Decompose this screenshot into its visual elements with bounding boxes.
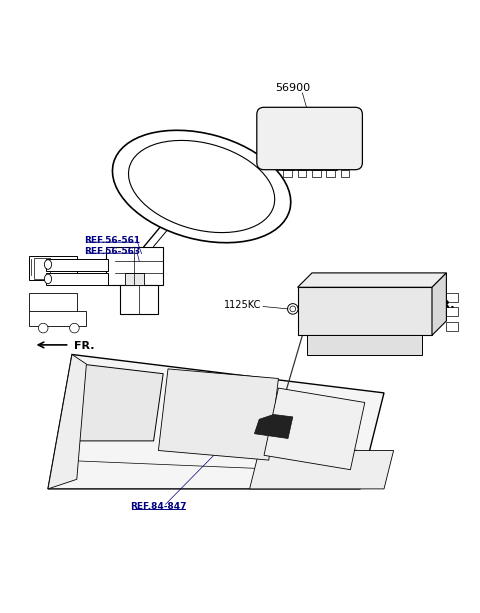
Bar (252, 422, 271, 434)
Ellipse shape (119, 390, 145, 415)
Bar (106, 246, 163, 285)
Polygon shape (432, 273, 446, 335)
Bar (29, 256, 77, 280)
Ellipse shape (340, 135, 346, 142)
Text: FR.: FR. (434, 300, 455, 310)
Ellipse shape (322, 341, 331, 348)
Bar (297, 161, 308, 170)
Ellipse shape (70, 323, 79, 333)
Ellipse shape (204, 435, 213, 443)
Ellipse shape (288, 303, 298, 314)
Polygon shape (298, 273, 446, 287)
Ellipse shape (399, 341, 408, 348)
Ellipse shape (190, 435, 199, 443)
Polygon shape (298, 287, 432, 335)
Bar (125, 273, 144, 285)
Ellipse shape (112, 131, 291, 243)
FancyBboxPatch shape (257, 107, 362, 170)
Polygon shape (254, 414, 293, 438)
Bar (120, 285, 158, 314)
Text: 1125KC: 1125KC (224, 300, 262, 310)
Bar (34, 257, 50, 279)
Bar (46, 259, 108, 270)
Text: REF.56-563: REF.56-563 (84, 247, 140, 256)
Ellipse shape (90, 395, 107, 410)
Bar (283, 170, 292, 177)
Bar (446, 293, 458, 302)
Ellipse shape (190, 178, 223, 200)
Bar (298, 170, 306, 177)
Ellipse shape (44, 274, 52, 284)
Polygon shape (307, 335, 422, 354)
Polygon shape (72, 364, 163, 441)
Ellipse shape (83, 388, 114, 417)
Bar (311, 161, 323, 170)
Text: REF.84-847: REF.84-847 (130, 502, 187, 511)
Ellipse shape (202, 394, 221, 411)
Polygon shape (158, 369, 278, 460)
Text: 84530: 84530 (356, 275, 388, 285)
Ellipse shape (176, 435, 184, 443)
Ellipse shape (273, 135, 279, 142)
Text: FR.: FR. (74, 341, 95, 351)
Bar (341, 170, 349, 177)
Bar (178, 422, 197, 434)
Bar (282, 161, 294, 170)
Ellipse shape (194, 387, 228, 418)
Polygon shape (48, 354, 384, 489)
Bar (446, 308, 458, 316)
Polygon shape (264, 388, 365, 470)
Polygon shape (250, 451, 394, 489)
Text: 56900: 56900 (275, 83, 311, 93)
Bar (173, 386, 254, 419)
Ellipse shape (129, 140, 275, 232)
Bar (312, 170, 321, 177)
Bar (29, 311, 86, 326)
Bar (326, 422, 358, 460)
Bar (326, 170, 335, 177)
Ellipse shape (290, 306, 296, 312)
Text: REF.56-561: REF.56-561 (84, 236, 140, 245)
Ellipse shape (44, 260, 52, 269)
Polygon shape (48, 354, 86, 489)
Ellipse shape (125, 396, 139, 409)
Bar (29, 293, 77, 312)
Ellipse shape (38, 323, 48, 333)
Bar (325, 161, 337, 170)
Bar (446, 322, 458, 330)
Bar (46, 273, 108, 285)
